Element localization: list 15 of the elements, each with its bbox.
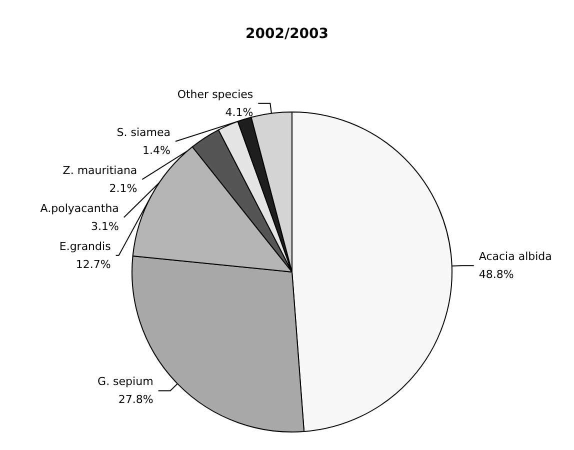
slice-label: S. siamea — [116, 126, 170, 139]
data-label: 48.8% — [478, 268, 514, 282]
slice-label: Z. mauritiana — [62, 164, 138, 177]
slice-label: E.grandis — [59, 240, 112, 253]
chart-title: 2002/2003 — [245, 26, 329, 42]
data-label: 1.4% — [142, 144, 170, 157]
data-label: 2.1% — [109, 182, 138, 195]
data-label: 4.1% — [225, 106, 254, 119]
data-label: 3.1% — [90, 220, 119, 233]
data-label: 27.8% — [118, 393, 154, 406]
data-label: 12.7% — [76, 258, 111, 271]
slice-label: A.polyacantha — [40, 202, 119, 215]
slice-label: G. sepium — [98, 375, 154, 388]
slice-label: Other species — [177, 88, 254, 101]
slice-label: Acacia albida — [478, 250, 552, 264]
